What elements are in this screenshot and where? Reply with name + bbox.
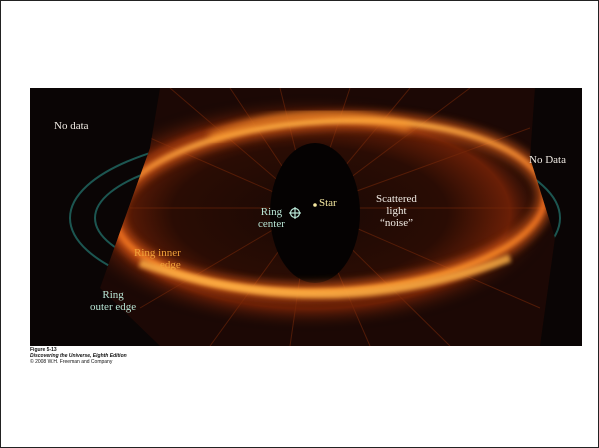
- ring-inner-label-line2: edge: [159, 259, 181, 271]
- ring-inner-edge-label: Ring inner edge: [134, 247, 181, 271]
- data-region: [100, 88, 555, 346]
- ring-outer-label-line2: outer edge: [90, 301, 137, 313]
- scattered-label-line3: “noise”: [379, 217, 413, 229]
- scattered-light-label: Scattered light “noise”: [376, 193, 417, 229]
- fomalhaut-ring-image: No data No Data Star Ring center Scatter…: [30, 88, 582, 346]
- no-data-right-label: No Data: [529, 154, 566, 166]
- no-data-left-label: No data: [54, 120, 89, 132]
- ring-center-label-line1: Ring: [260, 206, 283, 218]
- star-label: Star: [319, 197, 337, 209]
- star-marker: [313, 203, 317, 207]
- figure-caption: Figure 5-13 Discovering the Universe, Ei…: [30, 347, 127, 365]
- copyright-line: © 2008 W.H. Freeman and Company: [30, 359, 113, 365]
- ring-center-label: Ring center: [258, 206, 285, 230]
- book-title: Discovering the Universe, Eighth Edition: [30, 353, 127, 359]
- ring-center-crosshair-icon: [289, 207, 301, 219]
- scattered-label-line1: Scattered: [376, 193, 417, 205]
- ring-center-label-line2: center: [258, 218, 285, 230]
- ring-inner-label-line1: Ring inner: [134, 247, 181, 259]
- ring-image-graphic: [30, 88, 582, 346]
- figure-number: Figure 5-13: [30, 347, 57, 353]
- scattered-label-line2: light: [386, 205, 407, 217]
- ring-outer-edge-label: Ring outer edge: [90, 289, 136, 313]
- ring-outer-label-line1: Ring: [102, 289, 124, 301]
